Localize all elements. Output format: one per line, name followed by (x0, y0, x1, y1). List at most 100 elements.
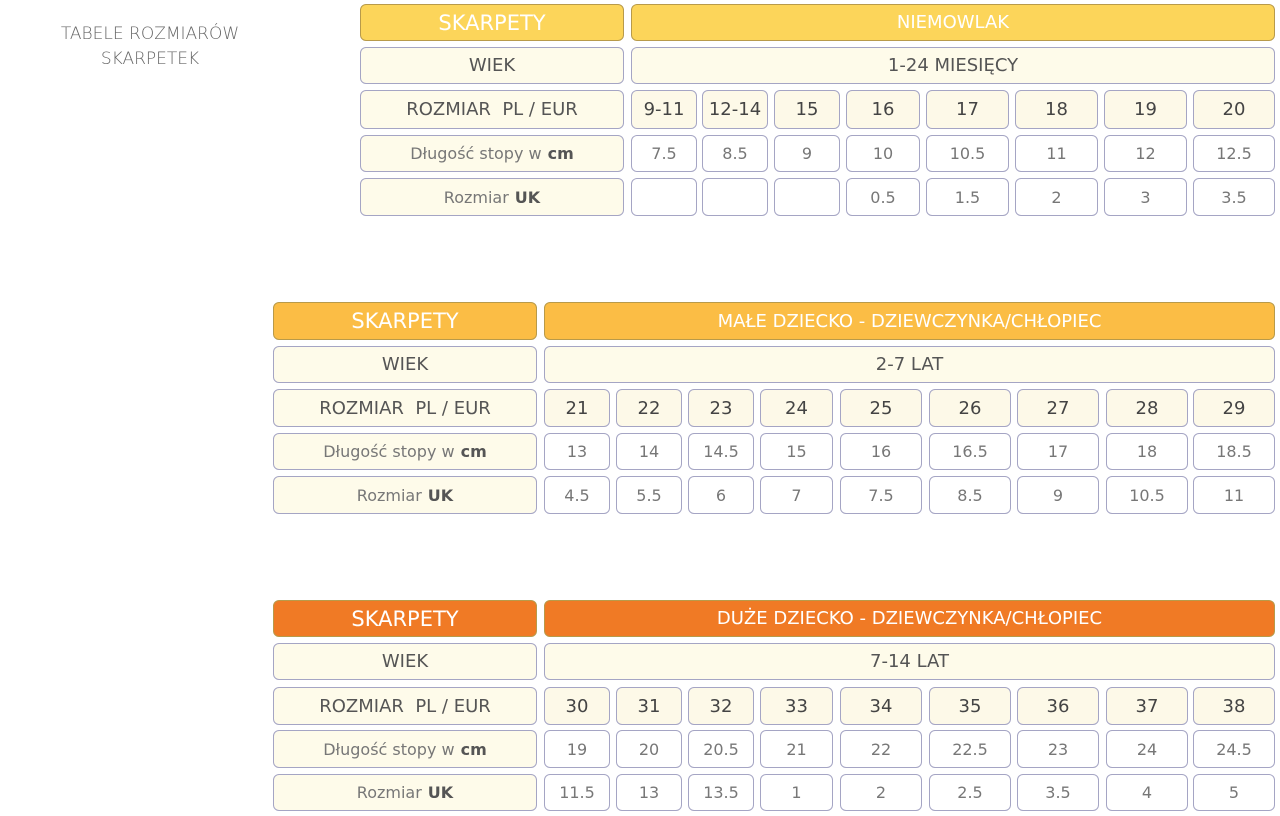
age-label: WIEK (273, 643, 537, 680)
uk-size-cell: 7.5 (840, 476, 922, 514)
foot-length-cell: 11 (1015, 135, 1098, 172)
age-label: WIEK (273, 346, 537, 383)
size-cell: 17 (926, 90, 1009, 129)
foot-length-cell: 24.5 (1193, 730, 1275, 768)
uk-size-cell: 9 (1017, 476, 1099, 514)
cm-unit: cm (460, 442, 487, 461)
uk-size-label: Rozmiar UK (360, 178, 624, 216)
size-cell: 15 (774, 90, 840, 129)
foot-length-cell: 12 (1104, 135, 1187, 172)
foot-length-cell: 8.5 (702, 135, 768, 172)
size-cell: 19 (1104, 90, 1187, 129)
size-cell: 38 (1193, 687, 1275, 725)
uk-size-cell: 2 (1015, 178, 1098, 216)
age-value: 7-14 LAT (544, 643, 1275, 680)
foot-length-cell: 17 (1017, 433, 1099, 470)
size-label: ROZMIAR PL / EUR (360, 90, 624, 129)
size-cell: 34 (840, 687, 922, 725)
size-cell: 20 (1193, 90, 1275, 129)
uk-unit: UK (514, 187, 541, 207)
uk-size-cell: 3.5 (1017, 774, 1099, 811)
size-cell: 18 (1015, 90, 1098, 129)
uk-size-cell: 3.5 (1193, 178, 1275, 216)
foot-length-label: Długość stopy w cm (360, 135, 624, 172)
uk-size-cell: 8.5 (929, 476, 1011, 514)
foot-length-cell: 14 (616, 433, 682, 470)
uk-size-cell (774, 178, 840, 216)
age-value: 1-24 MIESIĘCY (631, 47, 1275, 84)
foot-length-cell: 18 (1106, 433, 1188, 470)
foot-length-label: Długość stopy w cm (273, 730, 537, 768)
age-label: WIEK (360, 47, 624, 84)
uk-size-cell: 2.5 (929, 774, 1011, 811)
size-cell: 27 (1017, 389, 1099, 427)
size-label: ROZMIAR PL / EUR (273, 687, 537, 725)
size-cell: 21 (544, 389, 610, 427)
category-header: DUŻE DZIECKO - DZIEWCZYNKA/CHŁOPIEC (544, 600, 1275, 637)
foot-length-cell: 22 (840, 730, 922, 768)
foot-length-cell: 16.5 (929, 433, 1011, 470)
size-cell: 32 (688, 687, 754, 725)
uk-size-label: Rozmiar UK (273, 476, 537, 514)
size-cell: 33 (760, 687, 833, 725)
foot-length-text: Długość stopy w (323, 442, 455, 461)
uk-size-cell: 4.5 (544, 476, 610, 514)
foot-length-cell: 20.5 (688, 730, 754, 768)
age-value: 2-7 LAT (544, 346, 1275, 383)
size-cell: 12-14 (702, 90, 768, 129)
skarpety-header: SKARPETY (273, 302, 537, 340)
size-cell: 28 (1106, 389, 1188, 427)
foot-length-cell: 23 (1017, 730, 1099, 768)
cm-unit: cm (547, 144, 574, 163)
size-cell: 24 (760, 389, 833, 427)
uk-size-cell: 2 (840, 774, 922, 811)
size-cell: 31 (616, 687, 682, 725)
size-cell: 35 (929, 687, 1011, 725)
page-title: TABELE ROZMIARÓW SKARPETEK (60, 24, 240, 69)
uk-prefix-text: Rozmiar (356, 485, 422, 505)
uk-size-cell: 1.5 (926, 178, 1009, 216)
size-cell: 36 (1017, 687, 1099, 725)
uk-unit: UK (427, 783, 454, 802)
foot-length-cell: 10.5 (926, 135, 1009, 172)
uk-size-cell: 0.5 (846, 178, 920, 216)
uk-size-label: Rozmiar UK (273, 774, 537, 811)
foot-length-text: Długość stopy w (410, 144, 542, 163)
cm-unit: cm (460, 739, 487, 759)
foot-length-cell: 12.5 (1193, 135, 1275, 172)
foot-length-text: Długość stopy w (323, 739, 455, 759)
size-cell: 30 (544, 687, 610, 725)
foot-length-cell: 9 (774, 135, 840, 172)
size-label: ROZMIAR PL / EUR (273, 389, 537, 427)
size-cell: 37 (1106, 687, 1188, 725)
uk-size-cell: 5 (1193, 774, 1275, 811)
size-cell: 9-11 (631, 90, 697, 129)
uk-size-cell: 7 (760, 476, 833, 514)
uk-size-cell: 1 (760, 774, 833, 811)
uk-size-cell: 6 (688, 476, 754, 514)
foot-length-cell: 7.5 (631, 135, 697, 172)
uk-size-cell: 11 (1193, 476, 1275, 514)
foot-length-cell: 19 (544, 730, 610, 768)
uk-size-cell: 13 (616, 774, 682, 811)
foot-length-cell: 15 (760, 433, 833, 470)
foot-length-cell: 18.5 (1193, 433, 1275, 470)
foot-length-cell: 22.5 (929, 730, 1011, 768)
uk-size-cell: 4 (1106, 774, 1188, 811)
foot-length-cell: 24 (1106, 730, 1188, 768)
size-cell: 26 (929, 389, 1011, 427)
uk-size-cell: 11.5 (544, 774, 610, 811)
uk-size-cell: 10.5 (1106, 476, 1188, 514)
uk-prefix-text: Rozmiar (356, 783, 422, 802)
uk-prefix-text: Rozmiar (443, 187, 509, 207)
uk-size-cell: 13.5 (688, 774, 754, 811)
size-cell: 25 (840, 389, 922, 427)
size-cell: 22 (616, 389, 682, 427)
foot-length-cell: 16 (840, 433, 922, 470)
uk-unit: UK (427, 485, 454, 505)
foot-length-cell: 14.5 (688, 433, 754, 470)
category-header: MAŁE DZIECKO - DZIEWCZYNKA/CHŁOPIEC (544, 302, 1275, 340)
foot-length-cell: 10 (846, 135, 920, 172)
foot-length-label: Długość stopy w cm (273, 433, 537, 470)
uk-size-cell (702, 178, 768, 216)
